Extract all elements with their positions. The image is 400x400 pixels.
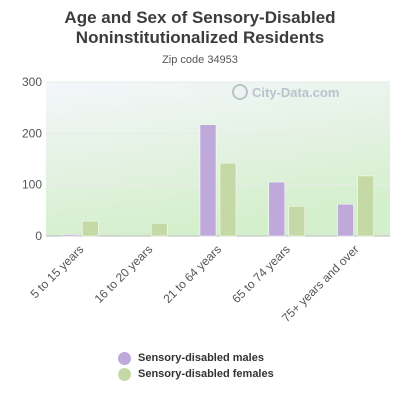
x-tick-label: 75+ years and over bbox=[279, 242, 362, 325]
y-tick-label: 0 bbox=[35, 229, 42, 243]
bar-females bbox=[288, 205, 306, 237]
x-tick-label: 16 to 20 years bbox=[92, 242, 156, 306]
plot-area bbox=[46, 82, 390, 236]
legend-swatch-males bbox=[118, 351, 131, 365]
y-tick-label: 300 bbox=[22, 75, 42, 89]
bar-females bbox=[219, 162, 237, 237]
legend: Sensory-disabled males Sensory-disabled … bbox=[118, 350, 274, 382]
chart-subtitle: Zip code 34953 bbox=[162, 54, 238, 66]
bar-females bbox=[82, 220, 99, 237]
bar-males bbox=[337, 203, 354, 237]
x-tick-label: 65 to 74 years bbox=[229, 242, 293, 306]
watermark-text: City-Data.com bbox=[252, 84, 340, 100]
y-tick-label: 200 bbox=[22, 126, 42, 140]
y-tick-label: 100 bbox=[22, 178, 42, 192]
bar-males bbox=[268, 181, 286, 237]
x-tick-label: 5 to 15 years bbox=[28, 242, 87, 301]
bar-males bbox=[199, 124, 217, 237]
x-tick-label: 21 to 64 years bbox=[160, 242, 224, 306]
watermark: City-Data.com bbox=[232, 84, 339, 100]
bar-females bbox=[357, 175, 374, 237]
legend-item-females: Sensory-disabled females bbox=[118, 366, 274, 382]
bar-males bbox=[62, 234, 79, 237]
legend-item-males: Sensory-disabled males bbox=[118, 350, 274, 366]
chart-title: Age and Sex of Sensory-Disabled Noninstit… bbox=[64, 8, 336, 47]
magnifier-icon bbox=[232, 84, 248, 100]
legend-label-females: Sensory-disabled females bbox=[138, 368, 274, 380]
legend-label-males: Sensory-disabled males bbox=[138, 352, 264, 364]
bar-females bbox=[150, 222, 168, 237]
legend-swatch-females bbox=[118, 367, 131, 381]
